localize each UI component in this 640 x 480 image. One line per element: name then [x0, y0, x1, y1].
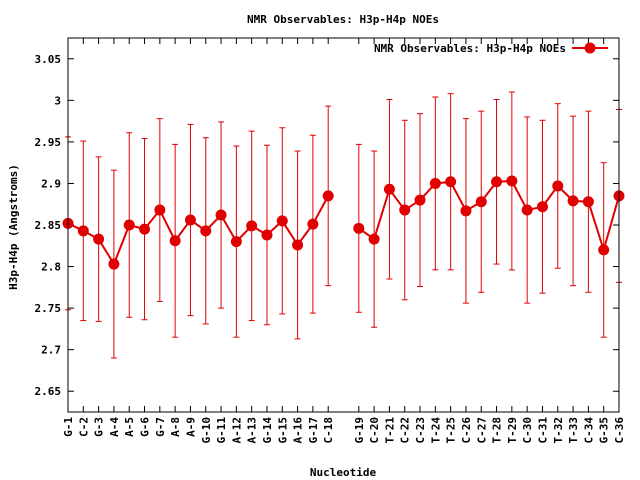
data-point [139, 223, 151, 235]
x-axis-label: Nucleotide [310, 466, 377, 479]
data-point [506, 175, 518, 187]
data-point [200, 225, 212, 237]
x-tick-label: A-13 [246, 417, 259, 444]
x-tick-label: G-6 [139, 417, 152, 437]
x-tick-label: G-1 [62, 417, 75, 437]
x-tick-label: A-12 [230, 417, 243, 444]
x-tick-label: C-30 [521, 417, 534, 444]
x-tick-label: C-2 [77, 417, 90, 437]
data-point [184, 214, 196, 226]
y-tick-label: 2.8 [41, 261, 61, 274]
data-point [552, 180, 564, 192]
x-tick-label: T-28 [491, 417, 504, 444]
x-tick-label: A-4 [108, 417, 121, 437]
x-tick-label: C-26 [460, 417, 473, 444]
data-point [414, 194, 426, 206]
data-point [322, 190, 334, 202]
x-tick-label: G-7 [154, 417, 167, 437]
data-point [368, 233, 380, 245]
data-point [307, 218, 319, 230]
data-point [246, 220, 258, 232]
x-tick-label: A-5 [123, 417, 136, 437]
data-point [108, 258, 120, 270]
x-tick-label: C-34 [582, 417, 595, 444]
data-point [154, 204, 166, 216]
legend-label: NMR Observables: H3p-H4p NOEs [374, 42, 566, 55]
data-point [475, 196, 487, 208]
series-line-segment [67, 195, 330, 267]
data-point [399, 204, 411, 216]
data-point [491, 176, 503, 188]
x-tick-label: G-14 [261, 417, 274, 444]
data-point [276, 215, 288, 227]
data-point [536, 201, 548, 213]
x-tick-label: G-10 [200, 417, 213, 444]
y-axis-label: H3p-H4p (Angstroms) [7, 164, 20, 290]
data-point [598, 244, 610, 256]
x-tick-label: C-27 [475, 417, 488, 444]
x-tick-label: C-23 [414, 417, 427, 444]
y-tick-label: 2.7 [41, 344, 61, 357]
legend: NMR Observables: H3p-H4p NOEs [374, 42, 608, 55]
plot-frame [67, 37, 620, 413]
x-tick-label: G-15 [276, 417, 289, 444]
x-tick-label: C-36 [613, 417, 626, 444]
y-tick-label: 2.65 [35, 385, 62, 398]
x-axis: G-1 C-2 G-3 A-4 A-5 G-6 G-7 A-8 A-9 G-10 G-11 A-12 A… [62, 38, 626, 444]
x-tick-label: A-8 [169, 417, 182, 437]
x-tick-label: C-22 [399, 417, 412, 444]
x-tick-label: T-33 [567, 417, 580, 444]
x-tick-label: T-32 [552, 417, 565, 444]
series-points [62, 175, 625, 270]
x-tick-label: T-25 [445, 417, 458, 444]
x-tick-label: A-9 [184, 417, 197, 437]
data-point [383, 183, 395, 195]
x-tick-label: T-21 [383, 417, 396, 444]
data-point [230, 236, 242, 248]
data-point [215, 209, 227, 221]
x-tick-label: C-18 [322, 417, 335, 444]
y-tick-label: 2.95 [35, 136, 62, 149]
chart-title: NMR Observables: H3p-H4p NOEs [247, 13, 439, 26]
x-tick-label: G-3 [93, 417, 106, 437]
data-point [582, 196, 594, 208]
y-tick-label: 2.85 [35, 219, 62, 232]
data-point [292, 239, 304, 251]
x-tick-label: G-17 [307, 417, 320, 444]
x-tick-label: G-35 [598, 417, 611, 444]
legend-marker [584, 42, 596, 54]
x-tick-label: T-24 [429, 417, 442, 444]
x-tick-label: C-31 [536, 417, 549, 444]
x-tick-label: C-20 [368, 417, 381, 444]
data-point [261, 229, 273, 241]
data-point [123, 219, 135, 231]
x-tick-label: G-11 [215, 417, 228, 444]
y-tick-label: 3.05 [35, 53, 62, 66]
data-point [77, 225, 89, 237]
y-tick-label: 2.9 [41, 177, 61, 190]
data-point [353, 222, 365, 234]
data-point [521, 204, 533, 216]
data-point [169, 235, 181, 247]
data-point [460, 205, 472, 217]
x-tick-label: T-29 [506, 417, 519, 444]
data-point [429, 177, 441, 189]
data-point [93, 233, 105, 245]
data-point [567, 195, 579, 207]
y-tick-label: 2.75 [35, 302, 62, 315]
x-tick-label: G-19 [353, 417, 366, 444]
series-line-segment [358, 179, 620, 254]
y-axis: 2.65 2.7 2.75 2.8 2.85 2.9 2.95 3 3.05 [35, 53, 619, 398]
y-tick-label: 3 [54, 94, 61, 107]
x-tick-label: A-16 [292, 417, 305, 444]
data-point [445, 176, 457, 188]
series-line [67, 179, 620, 267]
